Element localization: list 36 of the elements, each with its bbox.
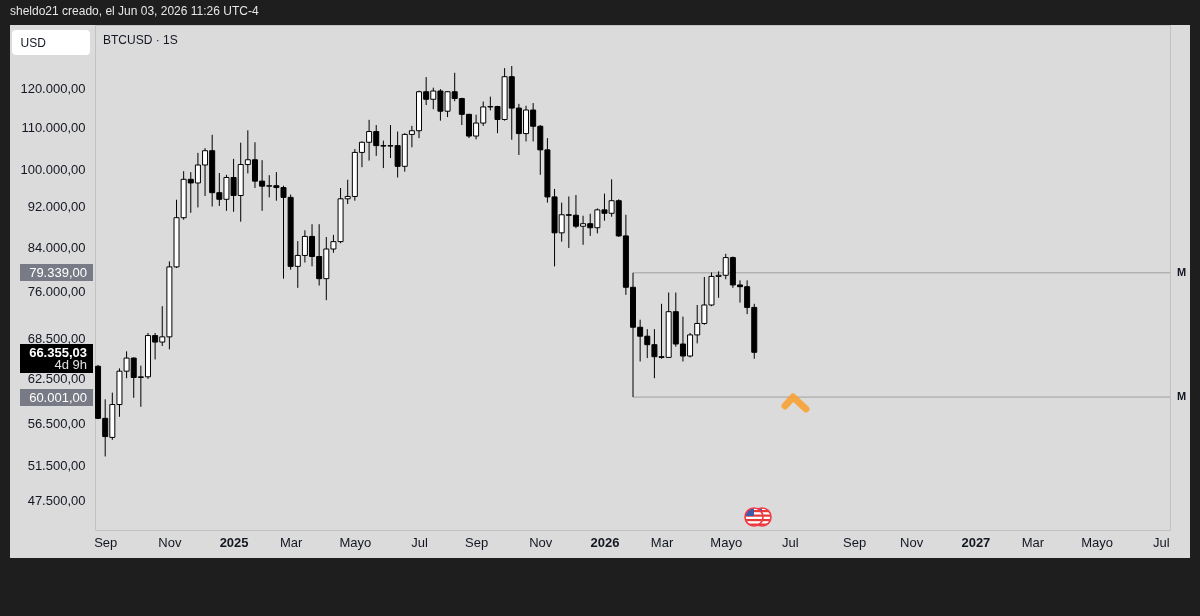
text: 60.001,00 [28,389,87,405]
x-tick-label: Mayo [710,534,743,550]
text: sheldo21 creado, el Jun 03, 2026 11:26 UTC-4 [10,3,259,20]
x-tick-label: 2025 [219,534,249,550]
y-tick-label: 47.500,00 [27,493,86,509]
y-axis-title: USD [20,35,47,50]
y-tick-label: 62.500,00 [27,371,86,387]
x-tick-label: 2026 [590,534,620,550]
x-tick-label: Nov [529,534,553,550]
x-tick-label: Jul [782,534,799,550]
y-tick-label: 92.000,00 [27,199,86,215]
x-tick-label: Nov [900,534,924,550]
x-tick-label: Mayo [339,534,372,550]
x-tick-label: Mar [279,534,303,550]
y-tick-label: 56.500,00 [27,416,86,432]
x-tick-label: 2027 [961,534,991,550]
x-tick-label: Sep [465,534,489,550]
series-label: M [1177,390,1187,403]
x-tick-label: Mar [650,534,674,550]
y-tick-label: 84.000,00 [27,239,86,255]
y-tick-label: 51.500,00 [27,457,86,473]
x-tick-label: Jul [411,534,428,550]
y-tick-label: 110.000,00 [21,119,86,135]
series-label: M [1177,265,1187,278]
x-tick-label: Mar [1021,534,1045,550]
text: BTCUSD · 1S [103,33,178,47]
x-tick-label: Sep [94,534,118,550]
x-tick-label: Sep [843,534,867,550]
y-tick-label: 76.000,00 [27,284,86,300]
x-tick-label: Nov [158,534,182,550]
x-tick-label: Mayo [1081,534,1114,550]
y-tick-label: 100.000,00 [20,162,86,178]
text: 79.339,00 [28,265,87,281]
y-tick-label: 120.000,00 [20,81,86,97]
x-tick-label: Jul [1153,534,1170,550]
y-tick-label: 68.500,00 [27,330,86,346]
